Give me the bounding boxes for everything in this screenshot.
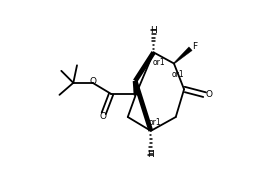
Text: H: H bbox=[147, 150, 154, 159]
Polygon shape bbox=[174, 47, 192, 64]
Text: N: N bbox=[132, 89, 139, 98]
Text: or1: or1 bbox=[149, 118, 161, 127]
Text: or1: or1 bbox=[171, 70, 184, 79]
Text: or1: or1 bbox=[152, 58, 165, 67]
Text: O: O bbox=[99, 112, 106, 121]
Text: H: H bbox=[150, 26, 157, 35]
Text: O: O bbox=[89, 77, 96, 86]
Text: F: F bbox=[192, 42, 197, 51]
Text: O: O bbox=[206, 90, 213, 99]
